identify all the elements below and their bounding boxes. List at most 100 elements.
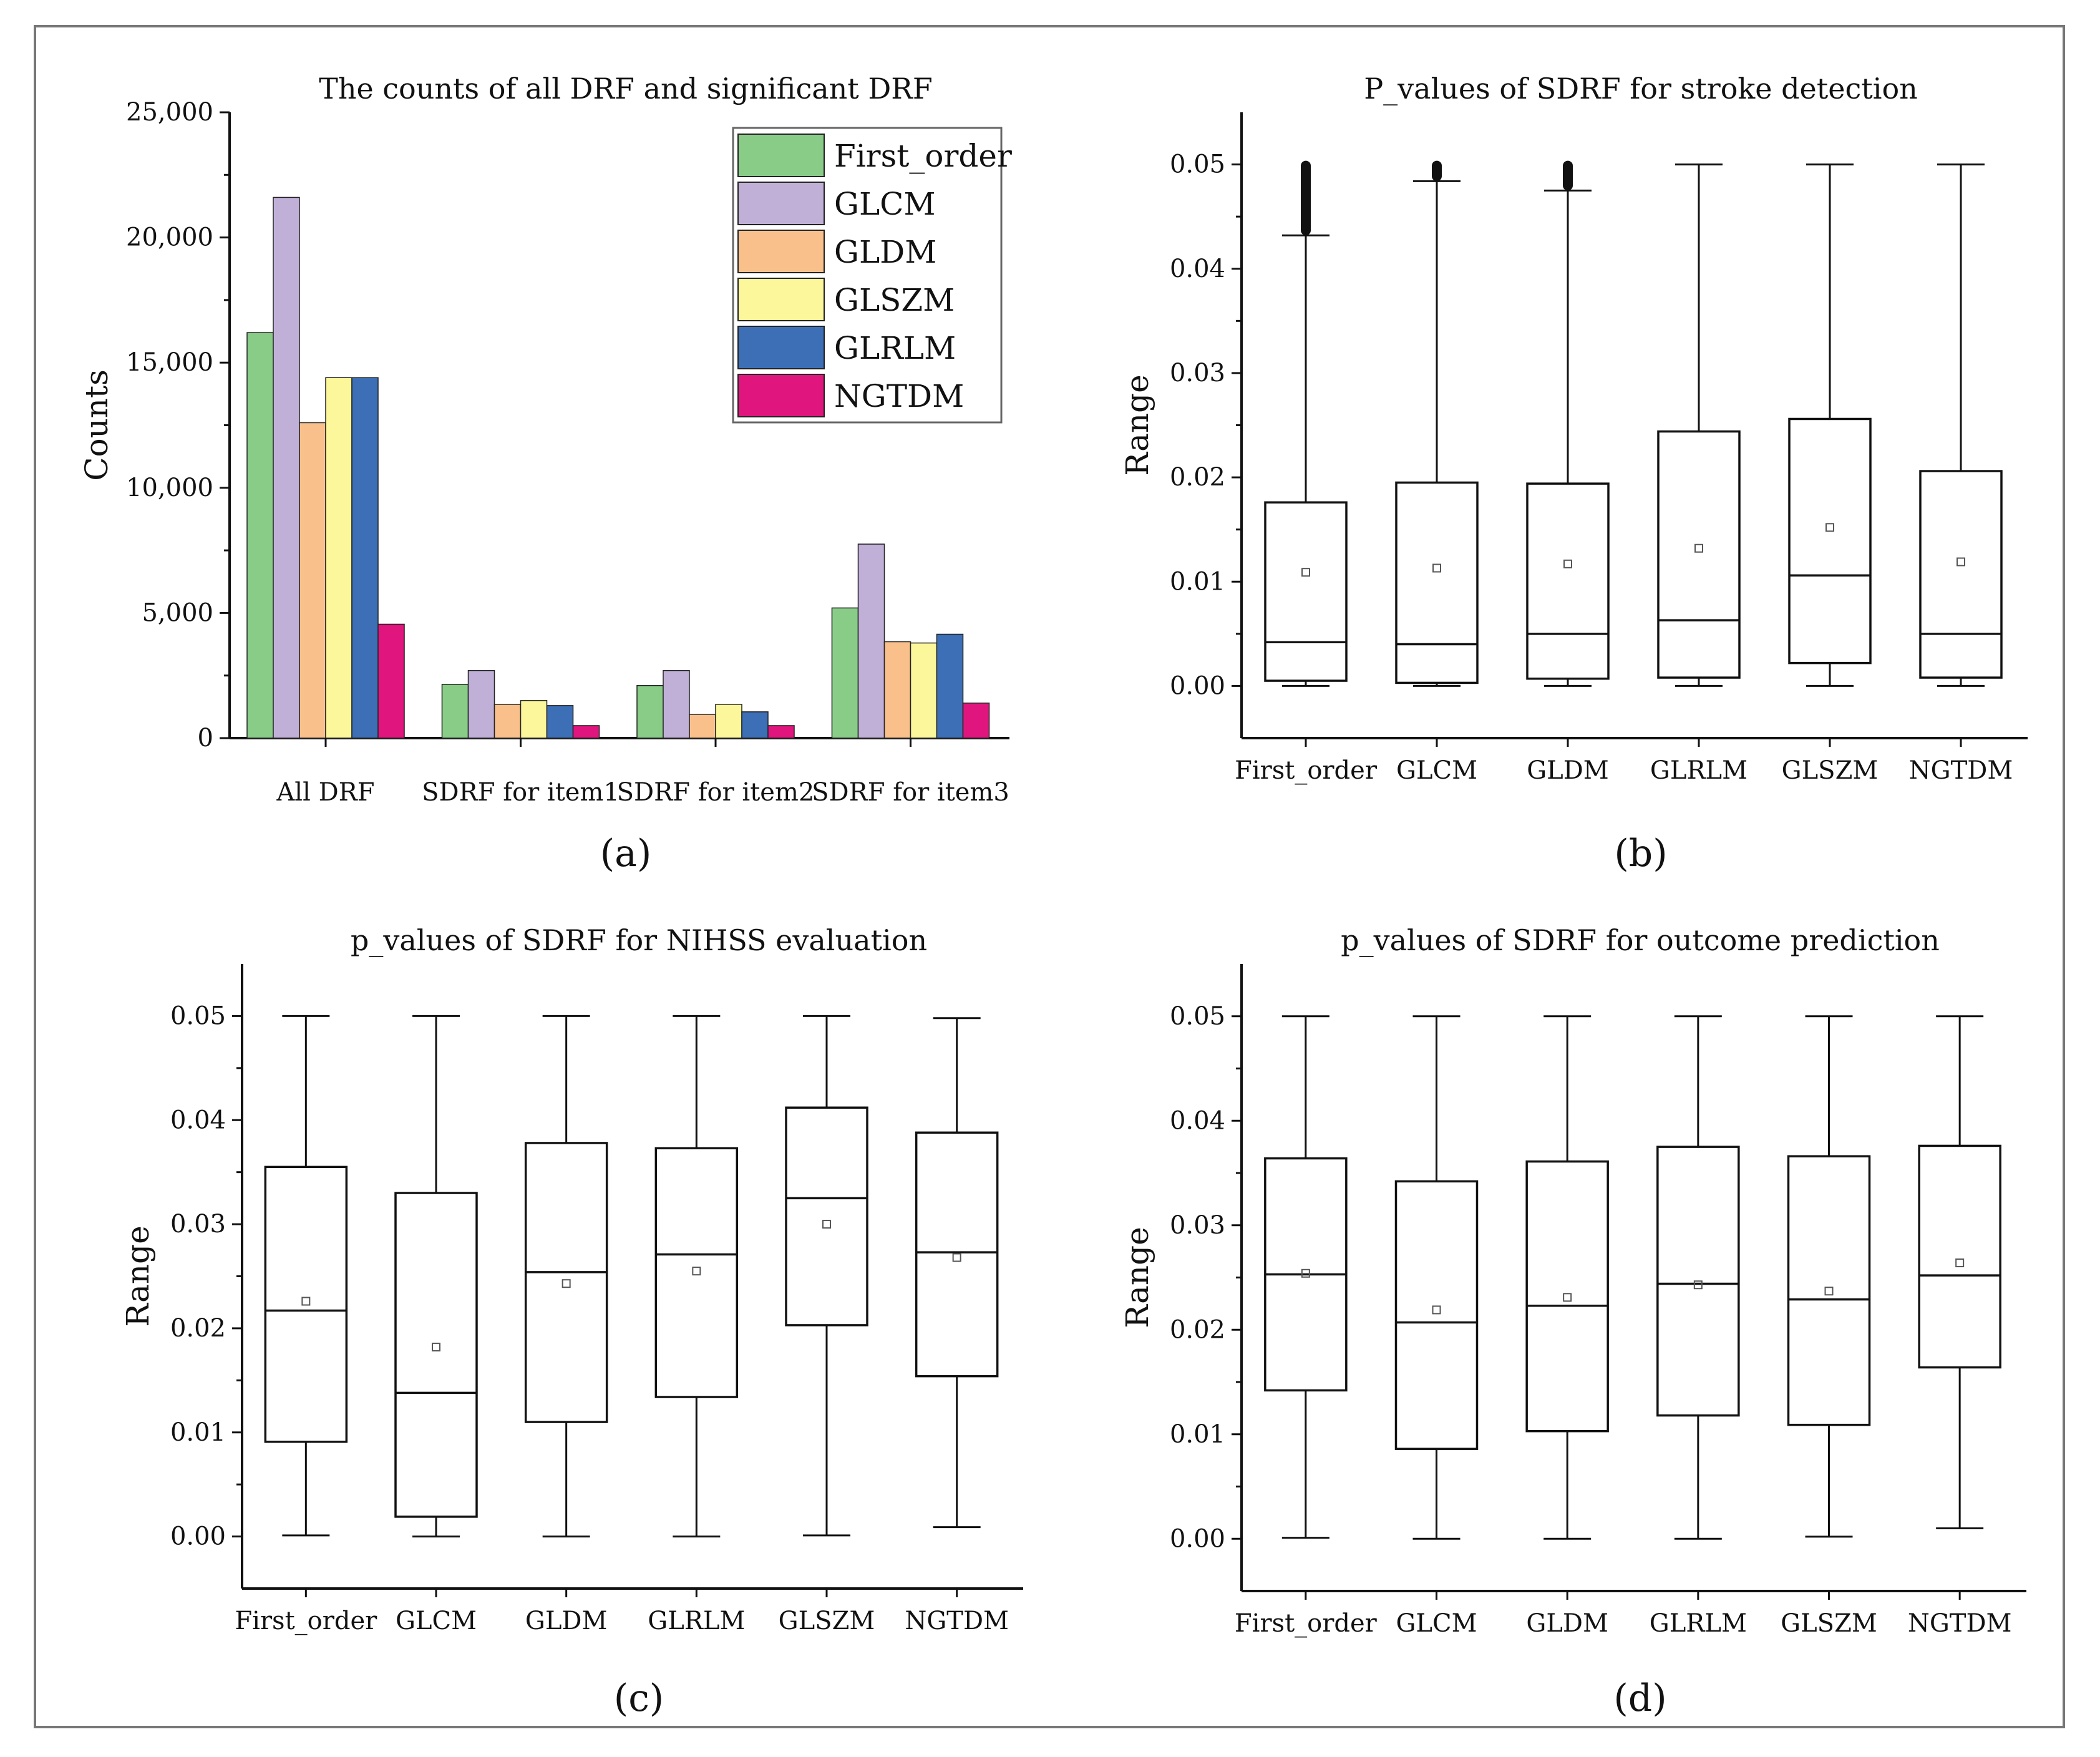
x-tick-label: GLDM	[1527, 756, 1609, 785]
legend-label-GLRLM: GLRLM	[834, 330, 956, 366]
box-iqr	[264, 1166, 348, 1443]
x-tick-label: All DRF	[276, 778, 374, 807]
x-tick-label: NGTDM	[1909, 756, 2013, 785]
box-GLSZM	[1787, 1015, 1871, 1538]
y-tick-label: 0.02	[1170, 463, 1225, 492]
legend-swatch-GLDM	[737, 230, 825, 273]
bar-GLSZM-1	[520, 700, 548, 739]
x-tick-label: SDRF for item3	[812, 778, 1009, 807]
box-mean	[1957, 557, 1965, 567]
box-iqr	[394, 1192, 478, 1518]
box-mean	[561, 1279, 571, 1288]
box-mean	[1563, 1293, 1572, 1302]
box-mean	[1432, 1305, 1441, 1315]
box-mean	[822, 1220, 831, 1229]
bar-NGTDM-0	[377, 623, 405, 739]
box-GLRLM	[1657, 163, 1741, 687]
box-GLDM	[524, 1015, 608, 1538]
chart-title: p_values of SDRF for NIHSS evaluation	[351, 923, 927, 957]
x-tick-label: First_order	[1235, 1609, 1378, 1638]
bar-GLSZM-3	[910, 642, 938, 739]
legend-box	[732, 127, 1003, 424]
box-iqr	[654, 1147, 739, 1398]
box-GLDM	[1526, 160, 1610, 687]
y-tick-label: 15,000	[126, 348, 213, 377]
chart-panel-d: 0.00 0.01 0.02 0.03 0.04 0.05 Range p_values of…	[1119, 923, 2026, 1720]
x-tick-label: GLSZM	[779, 1607, 875, 1635]
box-First_order	[1264, 1015, 1348, 1539]
box-GLRLM	[654, 1015, 739, 1538]
box-mean	[1694, 543, 1703, 553]
panel-label: (a)	[600, 832, 652, 875]
box-mean	[1432, 563, 1441, 573]
legend-swatch-GLCM	[737, 182, 825, 225]
y-tick-label: 0.01	[1170, 1420, 1225, 1449]
box-First_order	[1264, 160, 1348, 687]
box-iqr	[1526, 482, 1610, 680]
y-tick-label: 0.05	[1170, 1002, 1225, 1031]
y-tick-label: 0.04	[1170, 255, 1225, 283]
box-iqr	[1264, 501, 1348, 682]
panel-label: (c)	[614, 1677, 664, 1720]
box-mean	[952, 1253, 961, 1262]
x-tick-label: GLSZM	[1782, 756, 1879, 785]
chart-panel-b: 0.00 0.01 0.02 0.03 0.04 0.05 Range P_values of…	[1119, 72, 2028, 875]
box-GLSZM	[1788, 163, 1872, 687]
box-iqr	[1657, 430, 1741, 679]
y-tick-label: 0.02	[170, 1314, 226, 1343]
bar-NGTDM-3	[962, 703, 990, 739]
x-tick-label: NGTDM	[905, 1607, 1009, 1635]
box-mean	[1563, 559, 1572, 568]
y-tick-label: 20,000	[126, 223, 213, 252]
legend-swatch-First_order	[737, 134, 825, 177]
box-mean	[1693, 1280, 1703, 1290]
bar-NGTDM-2	[767, 725, 795, 739]
y-tick-label: 0.04	[170, 1106, 226, 1134]
box-iqr	[524, 1142, 608, 1423]
chart-title: The counts of all DRF and significant DR…	[319, 72, 933, 105]
box-outliers	[1563, 160, 1573, 191]
y-axis-label: Range	[1119, 374, 1155, 475]
bar-NGTDM-1	[572, 725, 600, 739]
box-NGTDM	[1919, 163, 2003, 687]
bar-First_order-1	[441, 683, 469, 739]
box-GLSZM	[785, 1015, 868, 1537]
box-iqr	[1918, 1144, 2001, 1369]
chart-title: p_values of SDRF for outcome prediction	[1341, 923, 1940, 957]
y-tick-label: 0.04	[1170, 1106, 1225, 1135]
box-mean	[1824, 1287, 1834, 1296]
box-GLDM	[1525, 1015, 1609, 1540]
legend-swatch-NGTDM	[737, 374, 825, 417]
bar-GLDM-0	[299, 422, 326, 739]
legend-swatch-GLRLM	[737, 326, 825, 369]
bar-GLCM-2	[663, 669, 690, 739]
x-tick-label: SDRF for item2	[617, 778, 815, 807]
bar-GLDM-1	[493, 704, 522, 739]
bar-GLRLM-0	[351, 377, 379, 739]
y-tick-label: 25,000	[126, 98, 213, 127]
bar-GLSZM-2	[715, 704, 742, 739]
legend-swatch-GLSZM	[737, 278, 825, 321]
box-GLCM	[394, 1015, 478, 1538]
bar-GLDM-3	[883, 641, 911, 739]
box-NGTDM	[1918, 1015, 2001, 1529]
y-tick-label: 0.00	[170, 1522, 226, 1551]
bar-First_order-0	[246, 332, 274, 739]
bar-GLDM-2	[689, 714, 716, 739]
box-iqr	[1525, 1160, 1609, 1433]
bar-GLCM-3	[857, 543, 885, 739]
y-tick-label: 0.02	[1170, 1315, 1225, 1344]
x-tick-label: First_order	[1235, 756, 1378, 785]
box-mean	[301, 1297, 311, 1306]
panel-label: (d)	[1613, 1677, 1666, 1720]
y-tick-label: 5,000	[142, 598, 213, 627]
legend-label-GLCM: GLCM	[834, 186, 936, 222]
box-First_order	[264, 1015, 348, 1537]
y-tick-label: 0.00	[1170, 1524, 1225, 1553]
y-tick-label: 0.05	[1170, 150, 1225, 179]
bar-GLRLM-1	[546, 705, 574, 739]
panel-label: (b)	[1614, 832, 1667, 875]
box-iqr	[1656, 1146, 1740, 1417]
x-tick-label: GLRLM	[1650, 756, 1748, 785]
